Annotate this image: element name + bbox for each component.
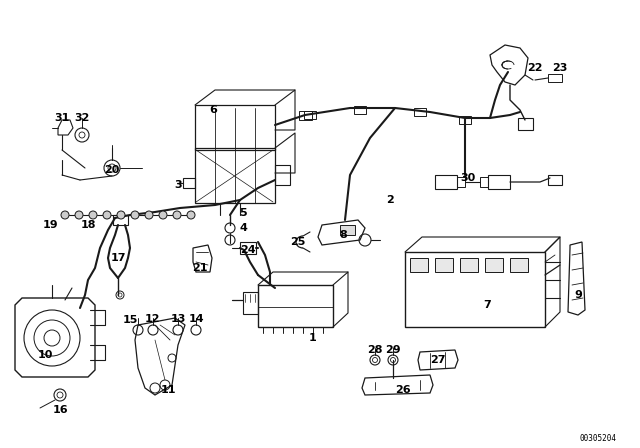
Bar xyxy=(275,165,290,185)
Bar xyxy=(405,252,545,327)
Text: 26: 26 xyxy=(395,385,411,395)
Circle shape xyxy=(75,211,83,219)
Circle shape xyxy=(173,211,181,219)
Text: 11: 11 xyxy=(160,385,176,395)
Bar xyxy=(183,178,195,188)
Text: 32: 32 xyxy=(74,113,90,123)
Text: 16: 16 xyxy=(52,405,68,415)
Text: 14: 14 xyxy=(189,314,205,324)
Text: 8: 8 xyxy=(339,230,347,240)
Circle shape xyxy=(145,211,153,219)
Circle shape xyxy=(159,211,167,219)
Circle shape xyxy=(187,211,195,219)
Text: 2: 2 xyxy=(386,195,394,205)
Text: 13: 13 xyxy=(170,314,186,324)
Circle shape xyxy=(89,211,97,219)
Bar xyxy=(258,285,333,327)
Circle shape xyxy=(117,211,125,219)
Bar xyxy=(548,175,562,185)
Text: 28: 28 xyxy=(367,345,383,355)
Text: 21: 21 xyxy=(192,263,208,273)
Text: 17: 17 xyxy=(110,253,125,263)
Text: 10: 10 xyxy=(37,350,52,360)
Text: 15: 15 xyxy=(122,315,138,325)
Text: 19: 19 xyxy=(42,220,58,230)
Bar xyxy=(457,177,465,187)
Bar xyxy=(195,105,275,150)
Bar xyxy=(510,258,528,272)
Bar xyxy=(435,175,457,189)
Text: 12: 12 xyxy=(144,314,160,324)
Text: 3: 3 xyxy=(174,180,182,190)
Circle shape xyxy=(103,211,111,219)
Text: 18: 18 xyxy=(80,220,96,230)
Bar xyxy=(113,215,128,225)
Text: 00305204: 00305204 xyxy=(579,434,616,443)
Text: 30: 30 xyxy=(460,173,476,183)
Bar xyxy=(243,292,258,314)
Text: 31: 31 xyxy=(54,113,70,123)
Text: 7: 7 xyxy=(483,300,491,310)
Text: 5: 5 xyxy=(239,208,247,218)
Text: 22: 22 xyxy=(527,63,543,73)
Circle shape xyxy=(131,211,139,219)
Bar xyxy=(488,175,510,189)
Text: 4: 4 xyxy=(239,223,247,233)
Text: 6: 6 xyxy=(209,105,217,115)
Text: 1: 1 xyxy=(309,333,317,343)
Text: 9: 9 xyxy=(574,290,582,300)
Text: 23: 23 xyxy=(552,63,568,73)
Bar xyxy=(518,118,533,130)
Text: 25: 25 xyxy=(291,237,306,247)
Bar xyxy=(410,258,428,272)
Bar xyxy=(195,148,275,203)
Bar xyxy=(240,242,256,254)
Bar xyxy=(480,177,488,187)
Text: 20: 20 xyxy=(104,165,120,175)
Text: 24: 24 xyxy=(240,245,256,255)
Text: 29: 29 xyxy=(385,345,401,355)
Circle shape xyxy=(61,211,69,219)
Bar xyxy=(340,225,355,235)
Bar xyxy=(435,258,453,272)
Bar xyxy=(460,258,478,272)
Bar xyxy=(485,258,503,272)
Text: 27: 27 xyxy=(430,355,445,365)
